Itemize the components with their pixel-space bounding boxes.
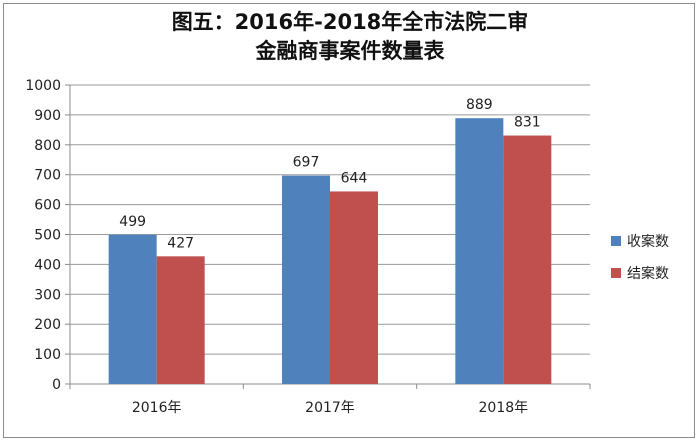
y-tick-label: 700 [34, 168, 61, 184]
x-tick-label: 2018年 [479, 400, 529, 416]
chart-title-line1: 图五：2016年-2018年全市法院二审 [171, 10, 529, 34]
data-label: 889 [466, 97, 493, 113]
data-label: 499 [119, 214, 146, 230]
x-tick-label: 2017年 [305, 400, 355, 416]
legend-label: 结案数 [627, 265, 669, 282]
bar-received [108, 234, 157, 384]
legend-swatch [611, 268, 621, 278]
x-tick-label: 2016年 [132, 400, 182, 416]
bars [108, 118, 552, 385]
bar-received [282, 175, 330, 384]
y-tick-label: 500 [34, 228, 61, 244]
bar-received [455, 118, 504, 385]
bar-closed [330, 191, 378, 384]
y-tick-label: 600 [34, 198, 61, 214]
y-tick-label: 400 [34, 257, 61, 273]
legend-swatch [611, 236, 621, 246]
data-labels: 499 427 697 644 889 831 [119, 97, 540, 251]
y-tick-label: 800 [34, 138, 61, 154]
y-tick-label: 1000 [25, 78, 61, 94]
data-label: 831 [514, 115, 541, 131]
data-label: 644 [341, 170, 368, 186]
bar-closed [156, 256, 205, 384]
chart-title-line2: 金融商事案件数量表 [255, 39, 445, 63]
legend-label: 收案数 [627, 233, 669, 250]
data-label: 697 [293, 155, 320, 171]
bar-closed [503, 135, 552, 384]
y-tick-label: 900 [34, 108, 61, 124]
y-tick-label: 200 [34, 317, 61, 333]
y-tick-label: 100 [34, 347, 61, 363]
data-label: 427 [167, 235, 194, 251]
y-tick-label: 300 [34, 287, 61, 303]
y-tick-label: 0 [52, 377, 61, 393]
